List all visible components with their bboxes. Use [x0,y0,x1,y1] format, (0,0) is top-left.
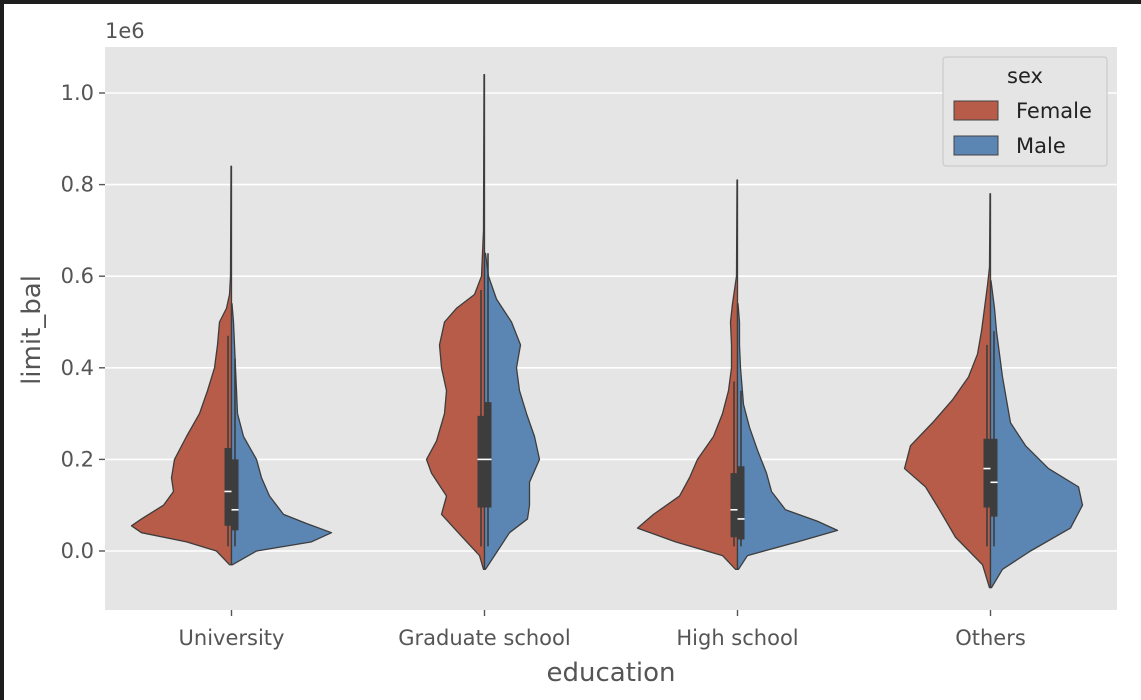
x-axis-label: education [546,658,675,688]
y-tick-label: 0.0 [61,539,94,563]
violins [130,74,1084,589]
y-tick-label: 0.6 [61,264,94,288]
legend-swatch-male [953,135,999,156]
chart-figure: 0.0 0.2 0.4 0.6 0.8 1.0 University Graduate sc… [4,4,1141,700]
violin-female [636,179,739,570]
x-tick-label: Others [955,626,1026,650]
legend-swatch-female [953,100,999,121]
y-axis-label: limit_bal [17,275,47,385]
legend-label-male: Male [1016,134,1066,158]
x-tick-label: Graduate school [398,626,570,650]
violin-female [903,193,992,589]
legend-label-female: Female [1016,99,1092,123]
legend: sex Female Male [942,56,1108,167]
y-tick-label: 0.2 [61,447,94,471]
x-tick-label: University [179,626,285,650]
y-tick-label: 0.8 [61,173,94,197]
y-tick-label: 0.4 [61,356,94,380]
violin-chart: 0.0 0.2 0.4 0.6 0.8 1.0 University Graduate sc… [17,19,1117,688]
y-offset-label: 1e6 [105,19,145,43]
violin-male [736,303,839,570]
violin-female [425,74,486,570]
legend-title: sex [1007,64,1043,88]
violin-male [230,303,333,566]
y-tick-label: 1.0 [61,81,94,105]
x-tick-label: High school [676,626,798,650]
violin-female [130,165,233,566]
y-axis-ticks: 0.0 0.2 0.4 0.6 0.8 1.0 [61,81,105,563]
violin-male [989,280,1084,589]
x-axis-ticks: University Graduate school High school Othe… [179,610,1026,650]
